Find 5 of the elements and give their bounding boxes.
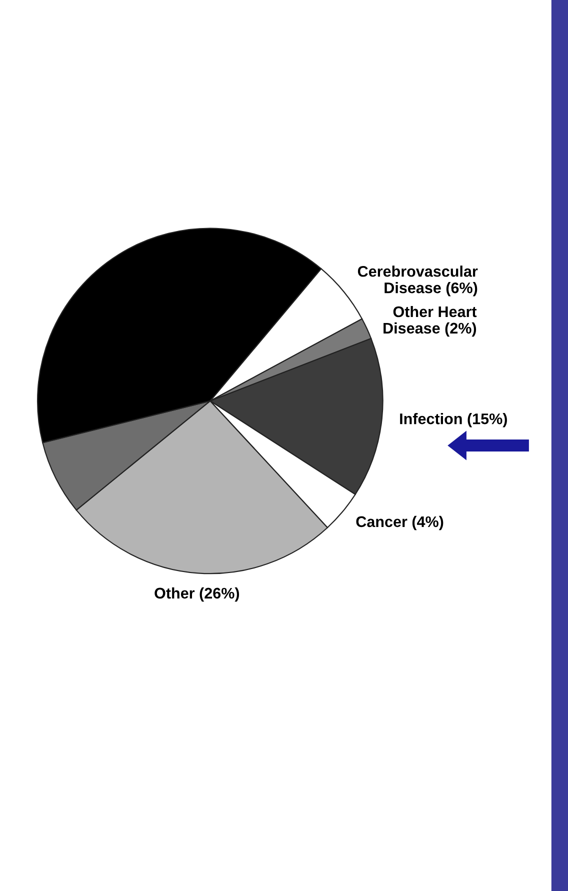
slice-label: Cerebrovascular Disease (6%): [358, 266, 478, 296]
slice-label: Other (26%): [154, 587, 240, 602]
slice-label: Other Heart Disease (2%): [384, 306, 477, 337]
slice-label: Infection (15%): [400, 413, 507, 428]
slice-label: Cancer (4%): [356, 516, 444, 530]
